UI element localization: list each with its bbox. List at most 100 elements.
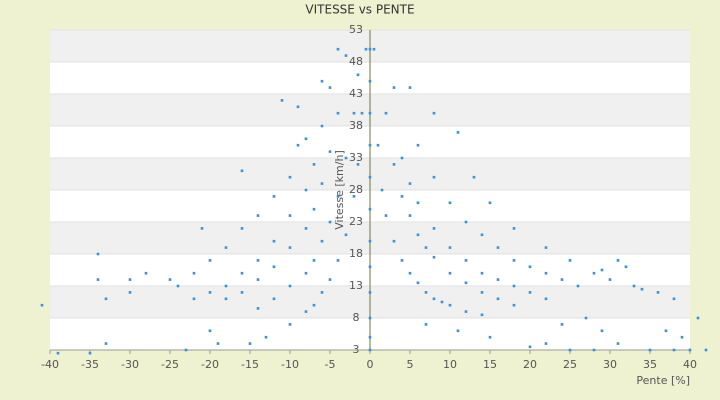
point [264,335,268,339]
point [456,329,460,333]
point [664,329,668,333]
point [344,233,348,237]
point [432,227,436,230]
x-tick-label: 10 [443,358,457,371]
point [240,169,244,173]
point [272,265,276,269]
point [368,291,372,294]
point [128,278,132,281]
point [680,335,684,339]
point [320,239,324,243]
point [288,323,292,326]
x-tick-label: -30 [121,358,139,371]
point [356,163,360,166]
x-tick-label: 40 [683,358,697,371]
x-tick-label: 5 [407,358,414,371]
point [368,207,372,211]
point [344,54,348,57]
point [104,342,108,345]
point [56,351,60,355]
point [408,86,412,89]
point [256,307,260,310]
point [176,284,180,288]
x-tick-label: -25 [161,358,179,371]
point [192,297,196,301]
x-axis-title: Pente [%] [636,374,690,387]
point [512,259,516,262]
x-tick-label: -10 [281,358,299,371]
point [432,111,436,115]
point [368,239,372,243]
point [392,239,396,243]
point [304,227,308,230]
point [496,278,500,281]
point [480,291,484,294]
point [480,233,484,237]
point [240,291,244,294]
point [648,348,652,352]
point [288,175,292,179]
point [368,143,372,147]
point [208,259,212,262]
point [656,291,660,294]
point [288,284,292,288]
point [576,284,580,288]
point [424,246,428,249]
point [424,323,428,326]
point [248,342,252,345]
y-tick-label: 33 [349,151,363,164]
point [544,246,548,249]
point [568,348,572,352]
point [288,214,292,217]
point [544,297,548,301]
point [440,300,444,304]
point [336,195,340,198]
point [480,271,484,275]
point [368,335,372,339]
point [240,227,244,230]
point [40,303,44,307]
point [328,150,332,153]
point [432,175,436,179]
point [320,182,324,185]
point [380,188,384,192]
point [448,246,452,249]
point [328,278,332,281]
point [672,348,676,352]
point [464,220,468,224]
point [544,342,548,345]
point [272,195,276,198]
point [208,329,212,333]
point [296,105,300,109]
point [368,265,372,269]
y-tick-label: 23 [349,215,363,228]
point [480,313,484,317]
point [432,297,436,301]
point [104,297,108,301]
point [424,291,428,294]
point [368,111,372,115]
point [328,86,332,89]
point [600,268,604,272]
point [224,297,228,301]
point [512,227,516,230]
x-tick-label: 0 [367,358,374,371]
point [584,316,588,320]
point [184,348,188,352]
point [320,79,324,83]
point [704,348,708,352]
point [488,201,492,205]
point [96,278,100,281]
point [632,284,636,288]
point [224,284,228,288]
point [528,345,532,349]
point [336,111,340,115]
point [280,99,284,102]
point [400,195,404,198]
point [432,255,436,259]
x-tick-label: 20 [523,358,537,371]
point [488,335,492,339]
point [592,348,596,352]
point [320,124,324,128]
point [256,278,260,281]
